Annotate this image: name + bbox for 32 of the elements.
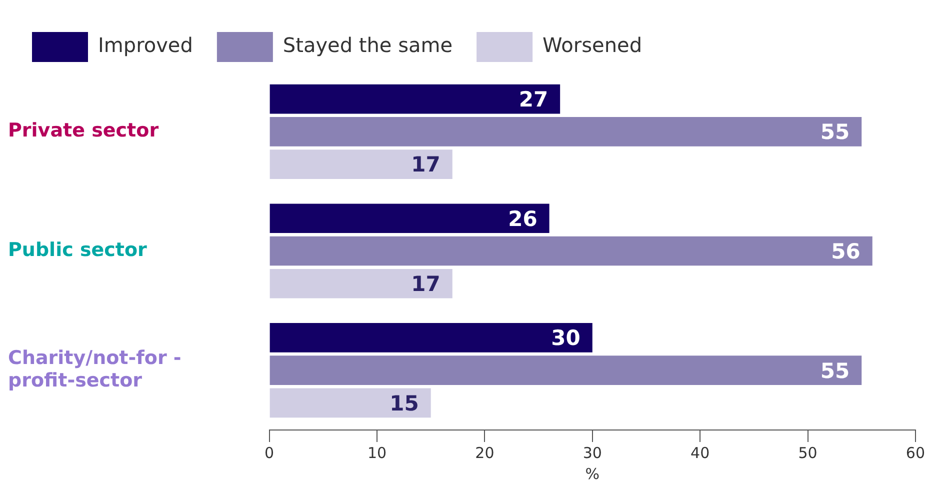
data-label: 30 [551, 326, 580, 350]
x-tick-label: 60 [906, 444, 926, 462]
y-tick-label: Public sector [8, 238, 148, 261]
legend-label: Worsened [542, 33, 642, 58]
data-label: 55 [820, 120, 850, 144]
bar [270, 150, 452, 179]
data-label: 26 [508, 206, 538, 231]
legend-label: Stayed the same [282, 33, 453, 58]
bar [270, 116, 862, 146]
bar [270, 204, 550, 234]
data-label: 56 [831, 239, 860, 264]
bar [270, 388, 431, 418]
bar [270, 356, 862, 386]
data-label: 55 [820, 358, 850, 383]
x-tick-label: 20 [475, 444, 494, 462]
bar [270, 84, 560, 114]
bar [270, 268, 452, 298]
legend-label: Improved [98, 33, 193, 58]
x-tick-label: 30 [582, 444, 602, 462]
data-label: 27 [518, 88, 548, 112]
bar [270, 323, 592, 352]
x-axis-title: % [585, 464, 600, 483]
x-tick-label: 40 [690, 444, 710, 462]
bar [270, 236, 872, 266]
x-tick-label: 0 [264, 444, 274, 462]
x-tick-label: 10 [367, 444, 387, 462]
data-label: 15 [390, 391, 419, 416]
data-label: 17 [411, 152, 440, 177]
y-tick-label: Charity/not-for -profit-sector [8, 346, 182, 392]
data-label: 17 [411, 272, 440, 296]
y-tick-label: Private sector [8, 120, 160, 142]
x-tick-label: 50 [798, 444, 818, 462]
